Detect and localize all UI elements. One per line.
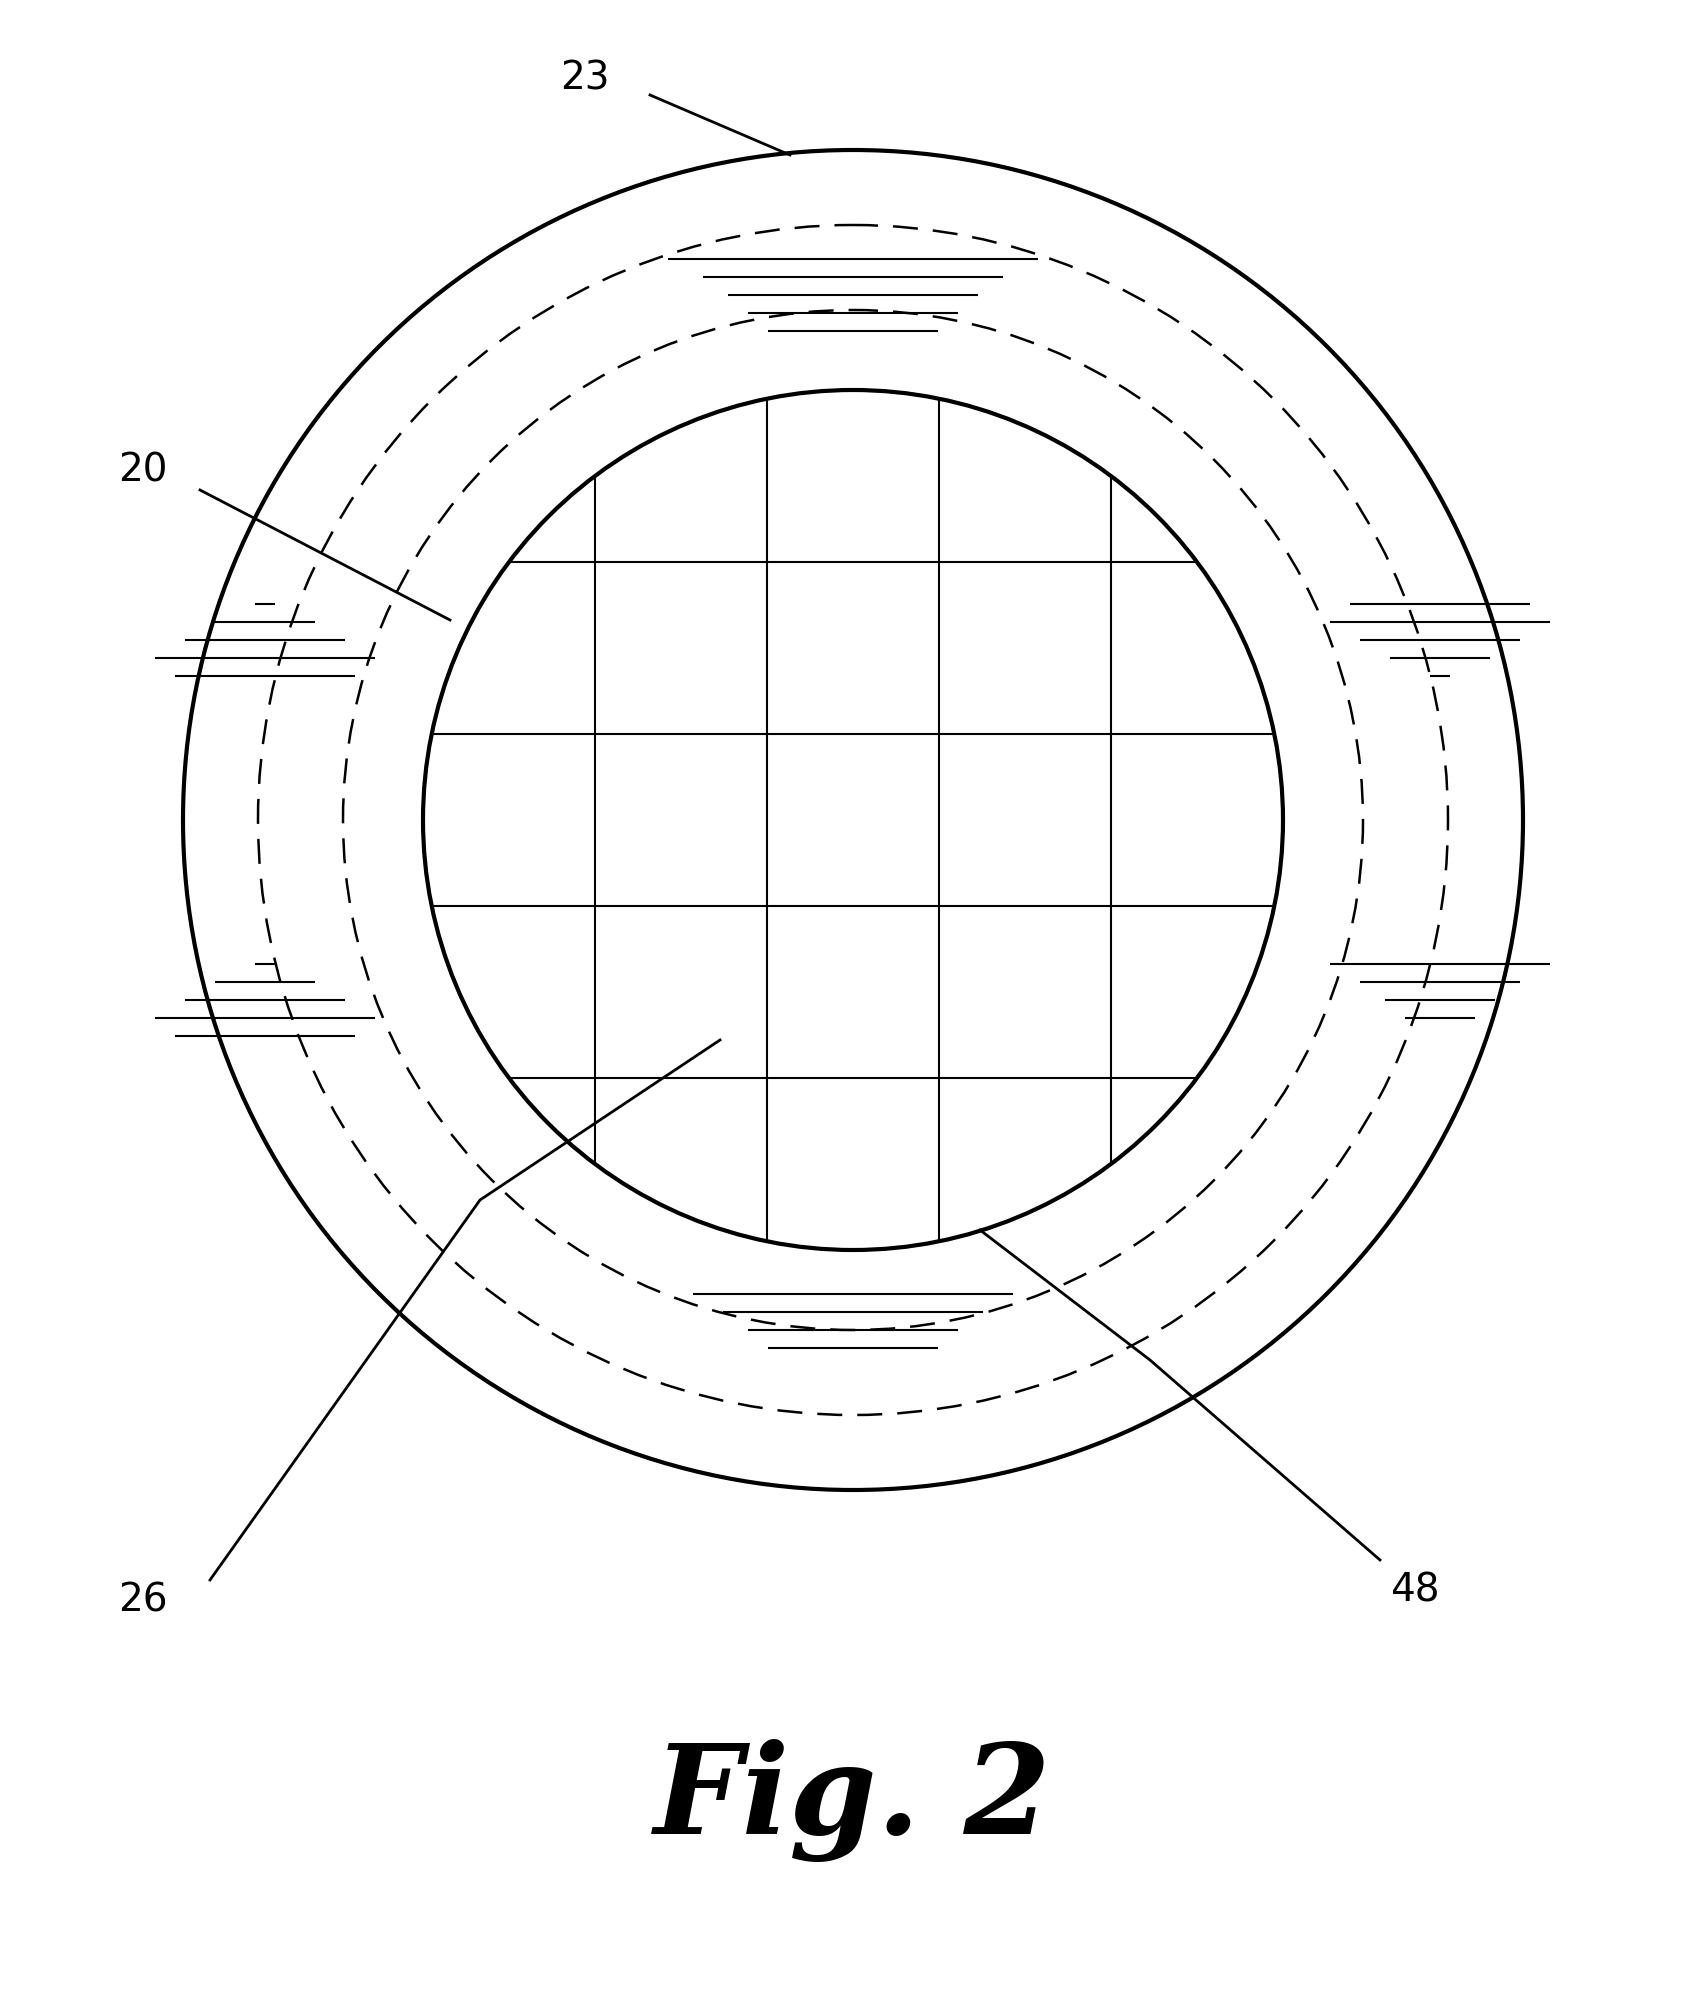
Text: 48: 48: [1389, 1572, 1439, 1610]
Text: 20: 20: [118, 451, 167, 489]
Text: Fig. 2: Fig. 2: [654, 1739, 1052, 1861]
Text: 26: 26: [118, 1582, 167, 1620]
Text: 23: 23: [560, 60, 609, 98]
